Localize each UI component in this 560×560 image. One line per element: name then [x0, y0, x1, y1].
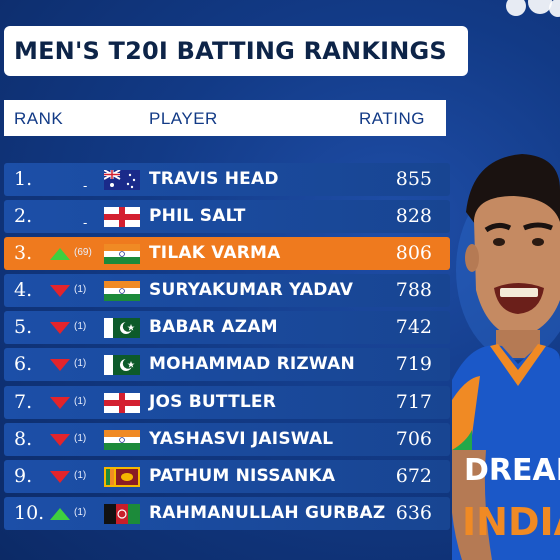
afghanistan-flag-icon: [104, 503, 140, 524]
rank-change: (1): [74, 321, 87, 333]
rank-cell: 9.: [14, 464, 33, 487]
movement-indicator: (69): [48, 246, 104, 262]
table-row[interactable]: 7. (1) JOS BUTTLER 717: [4, 385, 450, 419]
arrow-up-icon: [50, 248, 70, 261]
rating-value: 828: [395, 205, 432, 228]
rank-change: (1): [74, 284, 87, 296]
player-name: RAHMANULLAH GURBAZ: [149, 502, 386, 523]
pakistan-flag-icon: [104, 355, 140, 376]
rankings-list: 1. - TRAVIS HEAD 855 2. - PHIL SALT 828 …: [4, 163, 450, 534]
rank-change: (1): [74, 432, 87, 444]
movement-indicator: (1): [48, 506, 104, 522]
rating-value: 636: [395, 501, 432, 524]
rating-value: 717: [395, 390, 432, 413]
table-row[interactable]: 1. - TRAVIS HEAD 855: [4, 163, 450, 196]
rank-cell: 5.: [14, 316, 33, 339]
movement-indicator: (1): [48, 357, 104, 373]
player-name: TRAVIS HEAD: [149, 169, 279, 189]
movement-indicator: (1): [48, 395, 104, 411]
rating-value: 719: [395, 353, 432, 376]
rank-change: (1): [74, 469, 87, 481]
rank-change: (1): [74, 395, 87, 407]
rank-cell: 6.: [14, 353, 33, 376]
movement-indicator: -: [48, 209, 104, 230]
no-change-dash: -: [83, 215, 88, 231]
rating-value: 672: [395, 464, 432, 487]
jersey-sponsor: DREAM: [464, 453, 560, 488]
india-flag-icon: [104, 281, 140, 302]
pakistan-flag-icon: [104, 318, 140, 339]
arrow-up-icon: [50, 507, 70, 520]
india-flag-icon: [104, 429, 140, 450]
rating-value: 806: [395, 242, 432, 265]
player-column-header: PLAYER: [149, 109, 218, 128]
table-row[interactable]: 9. (1) PATHUM NISSANKA 672: [4, 459, 450, 493]
player-name: TILAK VARMA: [149, 243, 281, 264]
table-header: RANK PLAYER RATING: [4, 100, 446, 136]
rating-column-header: RATING: [359, 109, 425, 128]
arrow-down-icon: [50, 396, 70, 409]
player-name: BABAR AZAM: [149, 317, 278, 338]
rank-cell: 8.: [14, 427, 33, 450]
arrow-down-icon: [50, 433, 70, 446]
movement-indicator: (1): [48, 320, 104, 336]
jersey-team: INDIA: [462, 500, 560, 544]
rank-column-header: RANK: [14, 109, 64, 128]
logo-fragment-icon: [506, 0, 560, 17]
arrow-down-icon: [50, 470, 70, 483]
table-row[interactable]: 4. (1) SURYAKUMAR YADAV 788: [4, 274, 450, 308]
england-flag-icon: [104, 392, 140, 413]
rank-change: (1): [74, 506, 87, 518]
rank-cell: 7.: [14, 390, 33, 413]
movement-indicator: (1): [48, 469, 104, 485]
player-name: JOS BUTTLER: [149, 391, 277, 412]
sri-lanka-flag-icon: [104, 466, 140, 487]
movement-indicator: -: [48, 172, 104, 193]
rating-value: 706: [395, 427, 432, 450]
table-row[interactable]: 10. (1) RAHMANULLAH GURBAZ 636: [4, 496, 450, 530]
player-name: PATHUM NISSANKA: [149, 465, 336, 486]
rank-cell: 3.: [14, 242, 33, 265]
arrow-down-icon: [50, 285, 70, 298]
player-name: SURYAKUMAR YADAV: [149, 280, 354, 301]
player-photo: DREAM INDIA: [452, 154, 560, 560]
rating-value: 742: [395, 316, 432, 339]
table-row[interactable]: 6. (1) MOHAMMAD RIZWAN 719: [4, 348, 450, 382]
table-row[interactable]: 5. (1) BABAR AZAM 742: [4, 311, 450, 345]
rank-change: (1): [74, 358, 87, 370]
player-name: PHIL SALT: [149, 206, 246, 227]
arrow-down-icon: [50, 359, 70, 372]
table-row[interactable]: 8. (1) YASHASVI JAISWAL 706: [4, 422, 450, 456]
no-change-dash: -: [83, 178, 88, 193]
rank-cell: 1.: [14, 168, 33, 190]
rank-cell: 2.: [14, 205, 33, 228]
rank-change: (69): [74, 247, 92, 259]
title-banner: MEN'S T20I BATTING RANKINGS: [4, 26, 468, 76]
movement-indicator: (1): [48, 432, 104, 448]
rating-value: 788: [395, 279, 432, 302]
england-flag-icon: [104, 207, 140, 228]
rank-cell: 4.: [14, 279, 33, 302]
player-name: MOHAMMAD RIZWAN: [149, 354, 355, 375]
player-name: YASHASVI JAISWAL: [149, 428, 334, 449]
rank-cell: 10.: [14, 501, 45, 524]
page-title: MEN'S T20I BATTING RANKINGS: [14, 37, 447, 65]
movement-indicator: (1): [48, 283, 104, 299]
arrow-down-icon: [50, 322, 70, 335]
india-flag-icon: [104, 244, 140, 265]
rating-value: 855: [395, 168, 432, 190]
table-row[interactable]: 3. (69) TILAK VARMA 806: [4, 237, 450, 271]
table-row[interactable]: 2. - PHIL SALT 828: [4, 200, 450, 234]
australia-flag-icon: [104, 170, 140, 190]
